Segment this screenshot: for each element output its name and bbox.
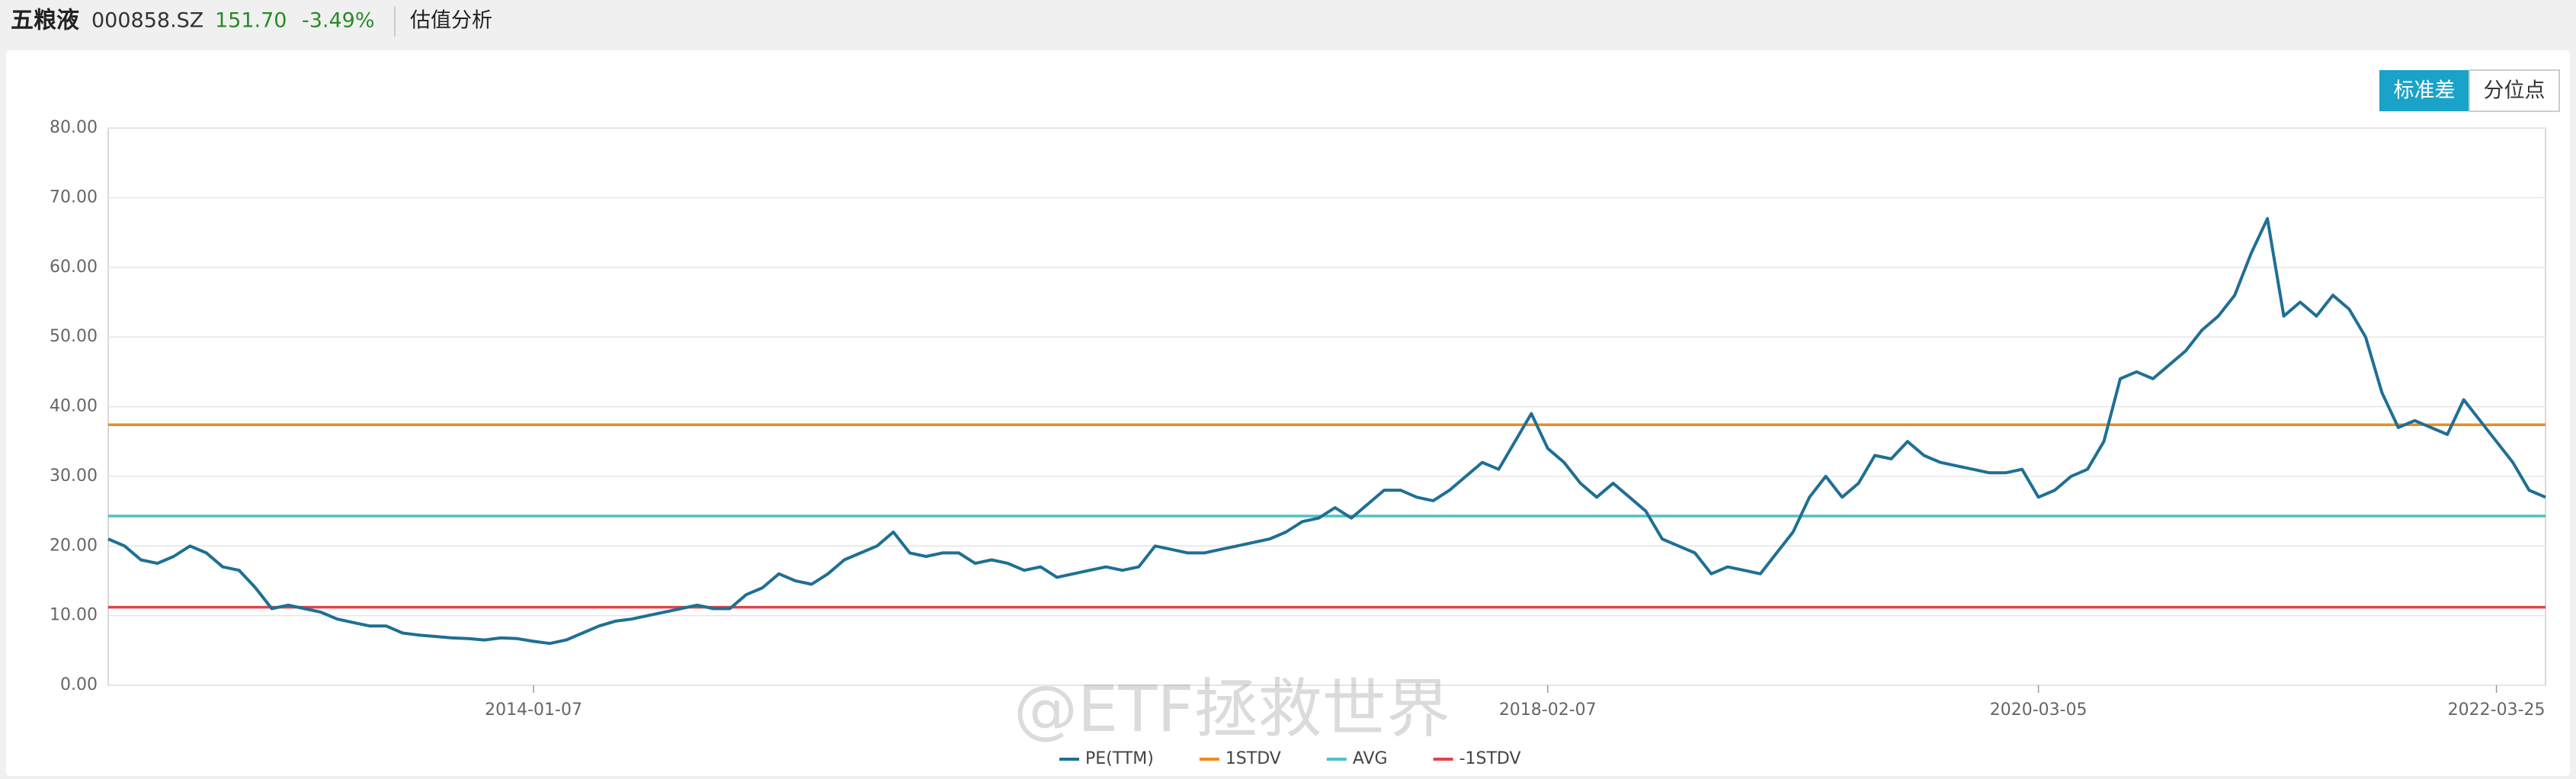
section-tab[interactable]: 估值分析 — [410, 9, 492, 33]
card — [6, 50, 2570, 776]
x-tick-label: 2014-01-07 — [485, 700, 582, 720]
legend-label: PE(TTM) — [1085, 749, 1154, 768]
y-tick-label: 0.00 — [60, 675, 98, 694]
button[interactable] — [2469, 69, 2560, 112]
watermark: @ETF拯救世界 — [1014, 672, 1450, 746]
chart: 0.00 10.00 20.00 30.00 40.00 50.00 60.00 70.00 8… — [50, 118, 2546, 768]
price: 151.70 — [215, 9, 287, 33]
x-tick-label: 2018-02-07 — [1499, 700, 1597, 720]
pe-line — [107, 216, 2546, 646]
button-label[interactable]: 标准差 — [2394, 79, 2456, 103]
y-tick-label: 20.00 — [50, 536, 98, 555]
y-tick-label: 80.00 — [50, 118, 98, 137]
y-tick-label: 10.00 — [50, 606, 98, 625]
x-tick-label: 2022-03-25 — [2448, 700, 2546, 720]
change: -3.49% — [302, 9, 375, 33]
stock-code: 000858.SZ — [91, 9, 203, 33]
legend-label: -1STDV — [1459, 749, 1521, 768]
legend-label: 1STDV — [1226, 749, 1281, 768]
stock-name: 五粮液 — [11, 8, 79, 34]
y-tick-label: 60.00 — [50, 258, 98, 277]
y-tick-label: 30.00 — [50, 466, 98, 486]
y-tick-label: 70.00 — [50, 188, 98, 207]
top-bar — [0, 0, 2576, 49]
y-tick-label: 50.00 — [50, 327, 98, 346]
button-active[interactable] — [2379, 70, 2469, 111]
button-label[interactable]: 分位点 — [2484, 79, 2546, 103]
x-tick-label: 2020-03-05 — [1990, 700, 2087, 720]
legend-label: AVG — [1353, 749, 1388, 768]
y-tick-label: 40.00 — [50, 397, 98, 416]
